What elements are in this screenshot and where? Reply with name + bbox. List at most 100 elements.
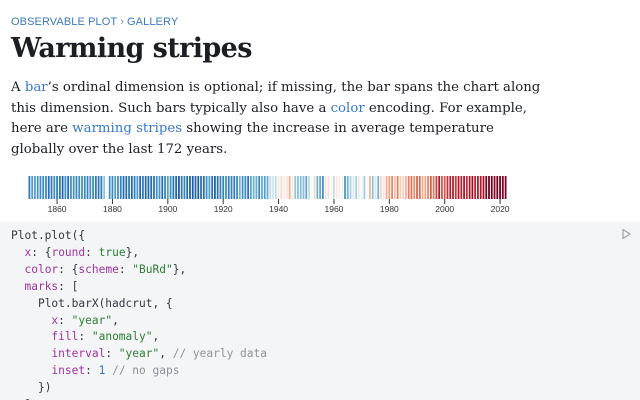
- stripe-bar: [252, 176, 255, 199]
- warming-stripes-link[interactable]: warming stripes: [72, 121, 183, 136]
- code-line: x: "year",: [11, 313, 118, 327]
- stripe-bar: [441, 176, 443, 199]
- stripe-bar: [53, 176, 56, 199]
- code-comment: // no gaps: [112, 364, 180, 378]
- stripe-bar: [122, 176, 125, 199]
- stripe-bar: [277, 176, 280, 199]
- stripe-bar: [341, 176, 344, 199]
- code-token: "year": [71, 313, 113, 327]
- stripe-bar: [299, 176, 302, 199]
- stripe-bar: [263, 176, 266, 199]
- description-text: encoding. For example, here are: [11, 100, 527, 137]
- x-tick-label: 1980: [380, 204, 399, 214]
- stripe-bar: [407, 176, 410, 199]
- stripe-bar: [178, 176, 180, 199]
- stripe-bar: [47, 176, 50, 199]
- stripe-bar: [424, 176, 427, 199]
- stripe-bar: [106, 176, 108, 199]
- stripe-bar: [255, 176, 258, 199]
- stripe-bar: [189, 176, 191, 199]
- stripe-bar: [474, 176, 477, 199]
- stripe-bar: [144, 176, 147, 199]
- stripe-bar: [78, 176, 81, 199]
- description-text: A: [11, 80, 25, 95]
- x-tick-label: 2020: [491, 204, 510, 214]
- description-text: ’s ordinal dimension is optional; if mis…: [11, 80, 541, 116]
- stripe-bar: [490, 176, 493, 199]
- stripe-bar: [50, 176, 53, 199]
- stripe-bar: [133, 176, 136, 199]
- code-token: x: [24, 245, 32, 259]
- stripe-bar: [100, 176, 103, 199]
- stripe-bar: [327, 176, 330, 199]
- stripe-bar: [344, 176, 346, 199]
- code-line: ]: [11, 398, 31, 400]
- code-token: inset: [51, 364, 86, 378]
- stripe-bar: [399, 176, 402, 199]
- code-line: color: {scheme: "BuRd"},: [11, 263, 186, 276]
- code-token: : [: [58, 279, 79, 293]
- stripe-bar: [305, 176, 308, 199]
- stripe-bar: [261, 176, 263, 199]
- stripe-bar: [457, 176, 460, 199]
- code-token: "anomaly": [91, 330, 153, 344]
- breadcrumb-link-gallery[interactable]: GALLERY: [127, 16, 179, 28]
- stripe-bar: [97, 176, 100, 199]
- stripe-bar: [117, 176, 119, 199]
- stripe-bar: [222, 176, 225, 199]
- stripe-bar: [349, 176, 352, 199]
- stripe-bar: [225, 176, 227, 199]
- stripe-bar: [402, 176, 405, 199]
- stripe-bar: [363, 176, 366, 199]
- stripe-bar: [479, 176, 482, 199]
- stripe-bar: [247, 176, 249, 199]
- stripe-bar: [429, 176, 432, 199]
- bar-link[interactable]: bar: [24, 80, 48, 95]
- description-paragraph: A bar’s ordinal dimension is optional; i…: [11, 78, 541, 160]
- stripe-bar: [42, 176, 45, 199]
- stripe-bar: [319, 176, 321, 199]
- stripe-bar: [236, 176, 238, 199]
- x-tick-label: 1960: [324, 204, 343, 214]
- stripe-bar: [155, 176, 158, 199]
- code-editor[interactable]: Plot.plot({ x: {round: true}, color: {sc…: [11, 228, 267, 400]
- stripe-bar: [413, 176, 416, 199]
- stripe-bar: [142, 176, 144, 199]
- code-token: :: [118, 262, 133, 276]
- stripe-bar: [172, 176, 175, 199]
- stripe-bar: [230, 176, 233, 199]
- stripe-bar: [175, 176, 178, 199]
- stripe-bar: [200, 176, 202, 199]
- stripe-bar: [482, 176, 485, 199]
- stripe-bar: [460, 176, 463, 199]
- x-axis-ticks: 1860 1880 1900 1920 1940 1960 1980 2000 2020: [48, 199, 510, 214]
- stripe-bar: [150, 176, 153, 199]
- code-token: }): [37, 381, 52, 395]
- stripe-bar: [191, 176, 194, 199]
- play-icon[interactable]: [620, 228, 632, 240]
- stripe-bar: [72, 176, 75, 199]
- color-link[interactable]: color: [330, 100, 365, 116]
- stripe-bar: [274, 176, 277, 199]
- page-title: Warming stripes: [11, 33, 252, 64]
- stripe-bar: [166, 176, 169, 199]
- x-tick-label: 2000: [435, 204, 454, 214]
- code-token: round: [51, 245, 86, 259]
- stripe-bar: [496, 176, 499, 199]
- stripe-bar: [468, 176, 471, 199]
- stripe-bar: [56, 176, 58, 199]
- stripe-bar: [360, 176, 363, 199]
- breadcrumb-link-observable-plot[interactable]: OBSERVABLE PLOT: [11, 16, 118, 28]
- stripe-bar: [241, 176, 244, 199]
- code-token: Plot.plot({: [11, 229, 86, 242]
- stripe-bar: [83, 176, 86, 199]
- x-tick-label: 1920: [214, 204, 233, 214]
- stripe-bar: [205, 176, 208, 199]
- code-line: }): [11, 381, 51, 394]
- stripe-bar: [302, 176, 305, 199]
- stripe-bar: [58, 176, 61, 199]
- code-block[interactable]: Plot.plot({ x: {round: true}, color: {sc…: [0, 222, 640, 400]
- stripe-bar: [477, 176, 479, 199]
- stripe-bar: [81, 176, 83, 199]
- stripe-bar: [313, 176, 316, 199]
